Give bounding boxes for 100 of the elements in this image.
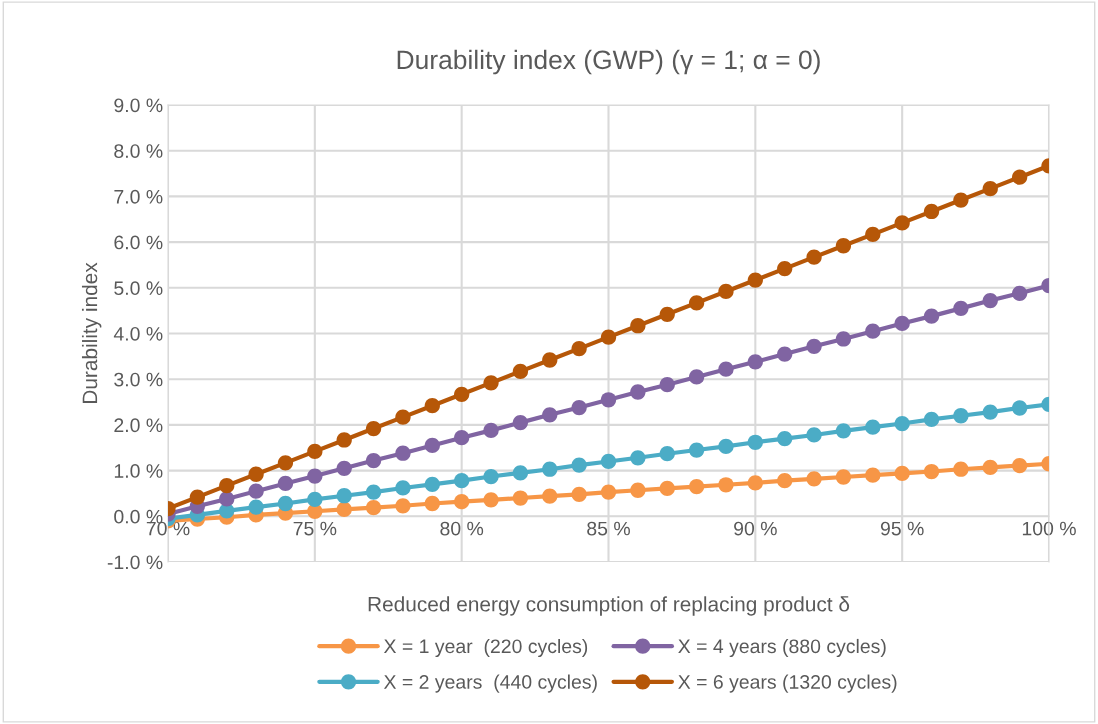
point bbox=[1011, 457, 1028, 474]
point bbox=[277, 455, 294, 471]
point bbox=[248, 466, 264, 482]
point bbox=[777, 430, 793, 447]
point bbox=[248, 483, 264, 499]
y-tick-label: 3.0 % bbox=[114, 372, 163, 387]
point bbox=[395, 480, 411, 496]
point bbox=[630, 482, 646, 498]
point bbox=[424, 476, 440, 492]
point bbox=[454, 473, 470, 489]
point bbox=[777, 346, 793, 362]
point bbox=[923, 463, 940, 480]
point bbox=[336, 488, 352, 504]
point bbox=[953, 408, 969, 424]
point bbox=[747, 475, 763, 491]
point bbox=[424, 495, 440, 512]
point bbox=[542, 352, 558, 368]
chart-title: Durability index (GWP) (γ = 1; α = 0) bbox=[397, 49, 820, 75]
point bbox=[307, 443, 323, 460]
point bbox=[189, 489, 206, 505]
point bbox=[1011, 400, 1028, 416]
point bbox=[894, 215, 910, 231]
x-tick-label: 90 % bbox=[734, 521, 777, 536]
point bbox=[542, 407, 558, 423]
point bbox=[1011, 169, 1028, 185]
y-axis-title: Durability index bbox=[81, 262, 102, 403]
point bbox=[806, 427, 822, 443]
point bbox=[835, 331, 852, 347]
point bbox=[454, 494, 470, 510]
point bbox=[512, 490, 529, 506]
point bbox=[835, 238, 852, 254]
point bbox=[542, 488, 558, 504]
point bbox=[454, 430, 470, 446]
legend-label: X = 4 years (880 cycles) bbox=[678, 638, 886, 658]
x-tick-label: 75 % bbox=[293, 521, 337, 536]
point bbox=[777, 473, 793, 489]
point bbox=[571, 486, 587, 502]
point bbox=[865, 419, 881, 435]
point bbox=[219, 478, 235, 494]
point bbox=[395, 409, 411, 425]
point bbox=[600, 484, 617, 500]
point bbox=[248, 499, 264, 515]
point bbox=[659, 306, 675, 322]
legend-label: X = 1 year (220 cycles) bbox=[383, 638, 588, 658]
point bbox=[865, 226, 881, 242]
point bbox=[336, 501, 352, 518]
point bbox=[835, 423, 852, 439]
x-tick-label: 85 % bbox=[587, 521, 630, 536]
point bbox=[982, 404, 998, 420]
x-tick-label: 80 % bbox=[440, 521, 484, 536]
point bbox=[630, 318, 646, 334]
point bbox=[982, 180, 998, 197]
point bbox=[600, 392, 617, 408]
point bbox=[806, 471, 822, 487]
point bbox=[365, 499, 382, 516]
point bbox=[483, 468, 499, 485]
y-tick-label: 2.0 % bbox=[114, 418, 163, 433]
legend-label: X = 2 years (440 cycles) bbox=[383, 674, 597, 693]
point bbox=[542, 461, 558, 477]
y-tick-label: 7.0 % bbox=[114, 189, 163, 204]
point bbox=[365, 420, 382, 437]
point bbox=[806, 249, 822, 265]
point bbox=[718, 438, 734, 455]
point bbox=[982, 459, 998, 476]
point bbox=[747, 272, 763, 288]
x-axis-title: Reduced energy consumption of replacing product δ bbox=[368, 596, 850, 616]
point bbox=[307, 491, 323, 508]
point bbox=[483, 375, 499, 391]
point bbox=[424, 437, 440, 454]
point bbox=[835, 469, 852, 485]
point bbox=[365, 452, 382, 469]
point bbox=[688, 369, 705, 385]
y-tick-label: 4.0 % bbox=[113, 326, 163, 341]
point bbox=[747, 354, 763, 370]
y-tick-label: -1.0 % bbox=[107, 555, 163, 570]
y-tick-label: 9.0 % bbox=[114, 98, 163, 113]
point bbox=[630, 450, 646, 466]
point bbox=[777, 260, 793, 277]
point bbox=[483, 422, 499, 439]
point bbox=[630, 384, 646, 400]
point bbox=[982, 292, 998, 309]
point bbox=[894, 315, 910, 332]
point bbox=[718, 361, 734, 377]
point bbox=[688, 442, 705, 458]
point bbox=[454, 386, 470, 402]
y-tick-label: 8.0 % bbox=[114, 144, 163, 158]
point bbox=[747, 434, 763, 450]
point bbox=[688, 478, 705, 495]
point bbox=[718, 283, 734, 300]
point bbox=[424, 398, 440, 414]
point bbox=[483, 492, 499, 508]
point bbox=[953, 461, 969, 477]
x-tick-label: 100 % bbox=[1022, 521, 1076, 536]
point bbox=[894, 465, 910, 481]
point bbox=[718, 477, 734, 493]
point bbox=[953, 300, 969, 316]
point bbox=[307, 468, 323, 484]
point bbox=[571, 340, 587, 357]
point bbox=[865, 467, 881, 483]
point bbox=[512, 363, 529, 380]
